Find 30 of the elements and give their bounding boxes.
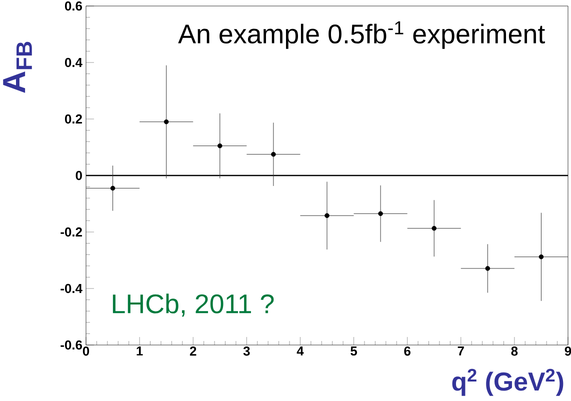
y-tick-label: 0.4 [64, 58, 82, 68]
x-tick-label: 1 [136, 346, 143, 356]
point [432, 226, 437, 231]
y-tick-label: 0.2 [64, 114, 82, 124]
y-tick-label: 0.6 [64, 1, 82, 11]
x-tick-label: 2 [190, 346, 196, 356]
point [110, 186, 116, 191]
x-tick-label: 4 [296, 346, 304, 356]
x-tick-label: 9 [564, 346, 571, 356]
y-tick-label: 0 [76, 170, 82, 180]
point [164, 119, 169, 124]
x-tick-label: 6 [404, 346, 410, 356]
point [217, 143, 222, 148]
annotation: LHCb, 2011 ? [112, 294, 274, 317]
point [378, 211, 383, 216]
x-axis-title: q$^{2}$ (GeV$^{2}$) [452, 368, 564, 396]
x-tick-label: 0 [82, 346, 90, 356]
x-tick-label: 3 [243, 346, 250, 356]
y-axis-title: A$_{FB}$ [3, 42, 32, 93]
point [271, 152, 276, 157]
x-tick-label: 5 [350, 346, 358, 356]
text: An example 0.5fb$^{-1}$ experiment [178, 21, 545, 49]
y-tick-label: -0.2 [60, 227, 82, 237]
point [538, 254, 544, 260]
point [324, 213, 330, 218]
x-tick-label: 8 [511, 346, 518, 356]
y-tick-label: -0.4 [60, 284, 82, 294]
x-tick-label: 7 [458, 346, 464, 356]
y-tick-label: -0.6 [60, 340, 82, 350]
point [485, 266, 490, 271]
